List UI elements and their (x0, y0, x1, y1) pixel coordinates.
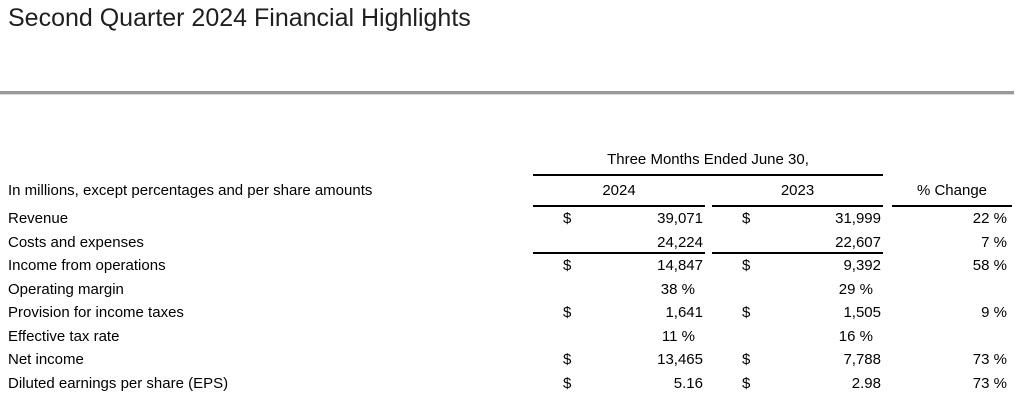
period-header: Three Months Ended June 30, (533, 146, 883, 176)
table-row: Provision for income taxes $1,641 $1,505 9 … (0, 301, 1024, 325)
table-body: Revenue $39,071 $31,999 22 % Costs and expen… (0, 207, 1024, 395)
value-percent-change: 7 % (981, 233, 1007, 251)
column-gap (883, 231, 892, 255)
value-percent-change (892, 325, 1012, 349)
value-2024: 11 % (661, 327, 695, 345)
value-cell-2023: 29 % (712, 278, 883, 302)
table-row: Net income $13,465 $7,788 73 % (0, 348, 1024, 372)
value-2023: 9,392 (843, 257, 881, 274)
column-gap (705, 231, 712, 255)
table-row: Diluted earnings per share (EPS) $5.16 $2.… (0, 372, 1024, 396)
table-row: Income from operations $14,847 $9,392 58 % (0, 254, 1024, 278)
value-2024: 13,465 (657, 351, 703, 368)
column-gap (883, 348, 892, 372)
value-percent-change: 73 % (972, 351, 1007, 368)
value-2024: 14,847 (657, 257, 703, 274)
dollar-sign: $ (563, 374, 572, 392)
value-percent-change: 58 % (972, 257, 1007, 274)
value-cell-2024: $1,641 (533, 301, 705, 325)
value-cell-2023: $31,999 (712, 207, 883, 231)
dollar-sign: $ (563, 257, 572, 274)
value-cell-2023: $2.98 (712, 372, 883, 396)
page-title: Second Quarter 2024 Financial Highlights (8, 4, 471, 32)
column-header-2023: 2023 (712, 177, 883, 207)
value-cell-2024: $39,071 (533, 207, 705, 231)
value-2023: 31,999 (835, 210, 881, 227)
value-cell-2024: $14,847 (533, 254, 705, 278)
dollar-sign: $ (742, 374, 751, 392)
dollar-sign: $ (563, 210, 572, 227)
value-2024: 39,071 (657, 210, 703, 227)
table-row: Revenue $39,071 $31,999 22 % (0, 207, 1024, 231)
dollar-sign: $ (742, 351, 751, 368)
row-label: Provision for income taxes (8, 304, 184, 321)
value-2023: 7,788 (843, 351, 881, 368)
column-gap (883, 301, 892, 325)
dollar-sign: $ (742, 304, 751, 321)
value-cell-2023: $7,788 (712, 348, 883, 372)
value-cell-2024: 24,224 (533, 231, 705, 254)
value-2023: 1,505 (843, 304, 881, 321)
column-gap (705, 372, 712, 396)
value-cell-2023: $9,392 (712, 254, 883, 278)
row-label: Revenue (8, 210, 69, 227)
column-gap (705, 278, 712, 302)
value-cell-2024: $5.16 (533, 372, 705, 396)
dollar-sign: $ (563, 351, 572, 368)
column-gap (705, 325, 712, 349)
row-label: Net income (8, 351, 84, 368)
row-label: Income from operations (8, 257, 166, 274)
row-label: Costs and expenses (8, 233, 144, 251)
column-gap (705, 348, 712, 372)
column-header-percent-change: % Change (892, 177, 1012, 207)
column-header-2024: 2024 (533, 177, 705, 207)
units-note: In millions, except percentages and per … (8, 182, 373, 199)
value-cell-2023: 16 % (712, 325, 883, 349)
value-2024: 1,641 (665, 304, 703, 321)
row-label: Operating margin (8, 280, 124, 298)
value-2024: 24,224 (657, 233, 703, 251)
value-percent-change (892, 278, 1012, 302)
value-2023: 22,607 (835, 233, 881, 251)
value-percent-change: 73 % (972, 374, 1007, 392)
value-2024: 38 % (660, 280, 695, 298)
column-gap (883, 254, 892, 278)
dollar-sign: $ (742, 210, 751, 227)
column-gap (883, 278, 892, 302)
value-2023: 2.98 (851, 374, 881, 392)
column-gap (705, 254, 712, 278)
value-cell-2024: 11 % (533, 325, 705, 349)
value-2023: 16 % (838, 327, 873, 345)
value-percent-change: 9 % (981, 304, 1007, 321)
value-cell-2023: 22,607 (712, 231, 883, 254)
title-divider (0, 91, 1014, 95)
row-label: Diluted earnings per share (EPS) (8, 374, 229, 392)
dollar-sign: $ (742, 257, 751, 274)
value-cell-2024: 38 % (533, 278, 705, 302)
column-gap (883, 207, 892, 231)
table-row: Effective tax rate 11 % 16 % (0, 325, 1024, 349)
value-cell-2023: $1,505 (712, 301, 883, 325)
column-gap (883, 325, 892, 349)
dollar-sign: $ (563, 304, 572, 321)
table-row: Costs and expenses 24,224 22,607 7 % (0, 231, 1024, 255)
value-2024: 5.16 (673, 374, 703, 392)
value-cell-2024: $13,465 (533, 348, 705, 372)
column-gap (705, 207, 712, 231)
column-gap (883, 372, 892, 396)
table-row: Operating margin 38 % 29 % (0, 278, 1024, 302)
value-percent-change: 22 % (972, 210, 1007, 227)
row-label: Effective tax rate (8, 327, 120, 345)
value-2023: 29 % (838, 280, 873, 298)
column-gap (705, 301, 712, 325)
